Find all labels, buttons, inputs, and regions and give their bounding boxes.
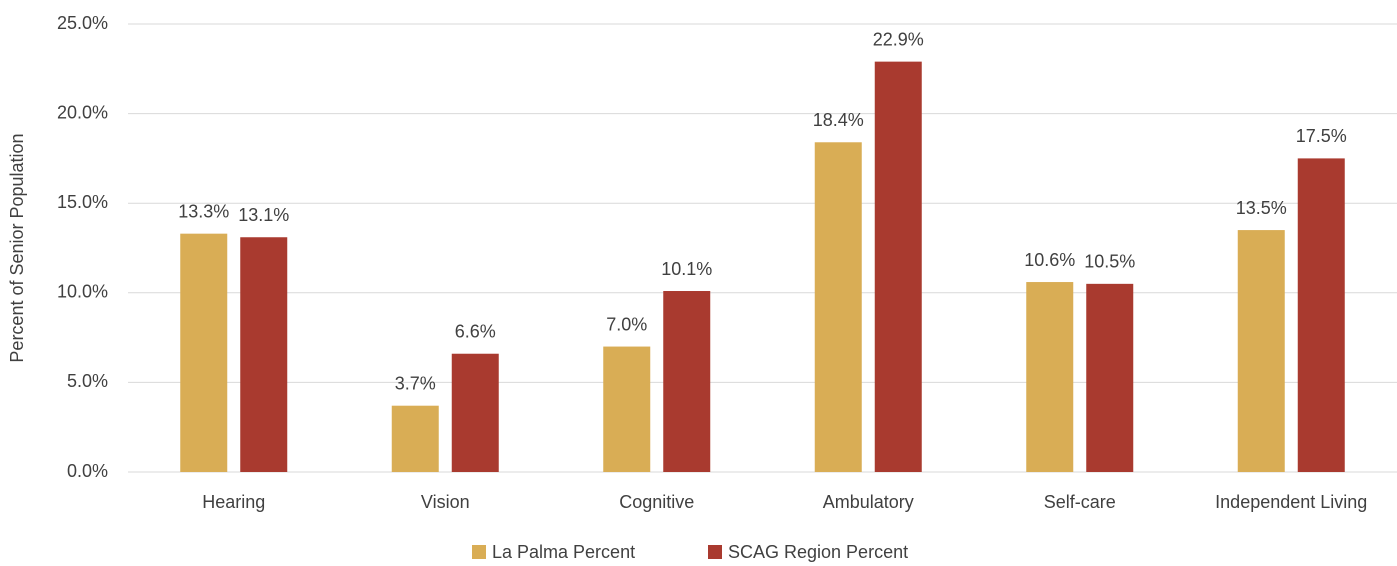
data-label: 17.5% [1296, 126, 1347, 146]
data-label: 10.6% [1024, 250, 1075, 270]
legend-swatch [708, 545, 722, 559]
y-tick-label: 15.0% [57, 192, 108, 212]
bar [1086, 283, 1134, 472]
legend-swatch [472, 545, 486, 559]
data-label: 6.6% [455, 321, 496, 341]
legend-label: SCAG Region Percent [728, 542, 908, 562]
bar [1297, 158, 1345, 472]
y-tick-label: 20.0% [57, 102, 108, 122]
data-label: 18.4% [813, 110, 864, 130]
data-label: 10.5% [1084, 252, 1135, 272]
data-label: 13.3% [178, 201, 229, 221]
legend-label: La Palma Percent [492, 542, 635, 562]
bar [240, 237, 288, 472]
y-tick-label: 25.0% [57, 13, 108, 33]
x-tick-label: Vision [421, 492, 470, 512]
bar [874, 61, 922, 473]
data-label: 22.9% [873, 29, 924, 49]
bar [391, 405, 439, 472]
bar [663, 291, 711, 472]
bar [814, 142, 862, 472]
data-label: 3.7% [395, 373, 436, 393]
data-label: 13.1% [238, 205, 289, 225]
bar [180, 233, 228, 472]
y-tick-label: 5.0% [67, 371, 108, 391]
x-tick-label: Independent Living [1215, 492, 1367, 512]
x-tick-label: Cognitive [619, 492, 694, 512]
data-label: 7.0% [606, 314, 647, 334]
x-tick-label: Ambulatory [823, 492, 914, 512]
data-label: 13.5% [1236, 198, 1287, 218]
bar [451, 353, 499, 472]
bar [1237, 230, 1285, 472]
bar [603, 346, 651, 472]
y-tick-label: 10.0% [57, 282, 108, 302]
bar [1026, 282, 1074, 472]
y-axis-label: Percent of Senior Population [7, 133, 27, 362]
x-tick-label: Hearing [202, 492, 265, 512]
x-tick-label: Self-care [1044, 492, 1116, 512]
y-tick-label: 0.0% [67, 461, 108, 481]
data-label: 10.1% [661, 259, 712, 279]
